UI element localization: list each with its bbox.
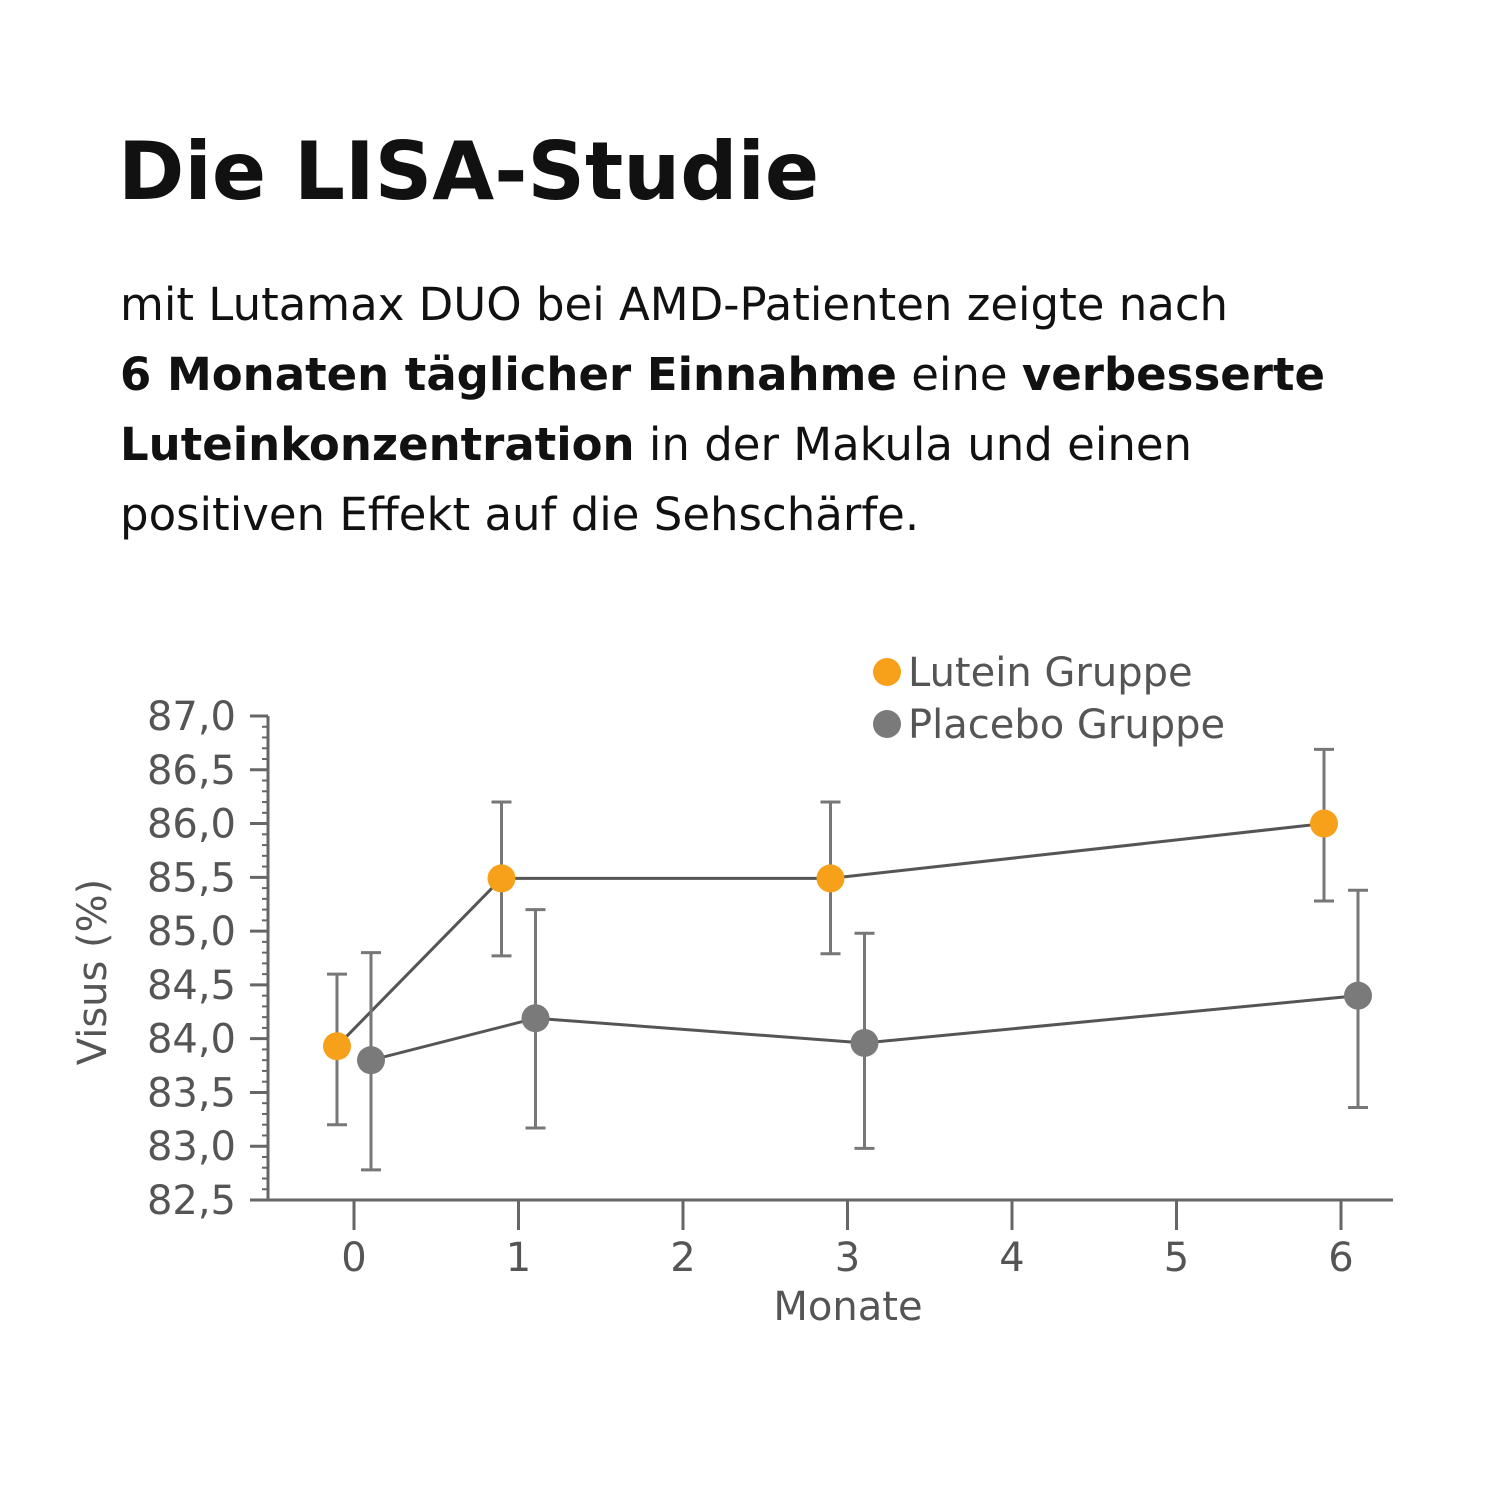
x-tick-label: 4 xyxy=(999,1235,1024,1281)
data-point xyxy=(487,864,516,893)
intro-highlight-improved: verbesserte xyxy=(1021,348,1325,401)
series-line xyxy=(370,994,1359,1062)
series-line xyxy=(335,822,1325,1048)
x-axis-title: Monate xyxy=(773,1284,922,1330)
y-tick-label: 84,5 xyxy=(147,963,236,1009)
data-point xyxy=(1310,809,1338,838)
legend-label: Placebo Gruppe xyxy=(908,702,1225,748)
data-point xyxy=(521,1004,550,1033)
series-placebo xyxy=(357,888,1372,1172)
page-title: Die LISA-Studie xyxy=(118,125,820,218)
data-point xyxy=(816,864,845,893)
y-tick-label: 83,0 xyxy=(147,1124,236,1170)
data-point xyxy=(850,1028,879,1057)
series-lutein xyxy=(323,747,1338,1127)
y-tick-label: 87,0 xyxy=(147,694,236,740)
legend: Lutein Gruppe Placebo Gruppe xyxy=(873,650,1225,748)
intro-highlight-lutein: Luteinkonzentration xyxy=(120,418,635,471)
x-tick-label: 6 xyxy=(1328,1235,1353,1281)
x-tick-label: 2 xyxy=(670,1235,695,1281)
intro-line-2: 6 Monaten täglicher Einnahme eine verbes… xyxy=(120,340,1460,410)
x-tick-label: 5 xyxy=(1164,1235,1189,1281)
y-tick-label: 84,0 xyxy=(147,1017,236,1063)
y-tick-label: 82,5 xyxy=(147,1178,236,1224)
intro-line-3-rest: in der Makula und einen xyxy=(634,418,1193,471)
y-tick-label: 85,5 xyxy=(147,855,236,901)
y-tick-label: 86,5 xyxy=(147,748,236,794)
intro-line-3: Luteinkonzentration in der Makula und ei… xyxy=(120,410,1460,480)
x-tick-label: 3 xyxy=(835,1235,860,1281)
intro-line-1: mit Lutamax DUO bei AMD-Patienten zeigte… xyxy=(120,278,1229,331)
intro-text: mit Lutamax DUO bei AMD-Patienten zeigte… xyxy=(120,270,1460,550)
y-tick-label: 86,0 xyxy=(147,802,236,848)
y-tick-label: 83,5 xyxy=(147,1070,236,1116)
legend-marker xyxy=(873,658,901,686)
legend-label: Lutein Gruppe xyxy=(908,650,1193,696)
intro-line-4: positiven Effekt auf die Sehschärfe. xyxy=(120,488,920,541)
x-tick-label: 1 xyxy=(506,1235,531,1281)
data-point xyxy=(357,1046,385,1075)
data-point xyxy=(1344,981,1372,1010)
y-axis-title: Visus (%) xyxy=(70,879,116,1066)
y-tick-label: 85,0 xyxy=(147,909,236,955)
x-tick-label: 0 xyxy=(341,1235,366,1281)
legend-marker xyxy=(873,710,901,738)
data-point xyxy=(323,1032,351,1061)
intro-highlight-duration: 6 Monaten täglicher Einnahme xyxy=(120,348,897,401)
intro-connector: eine xyxy=(896,348,1022,401)
